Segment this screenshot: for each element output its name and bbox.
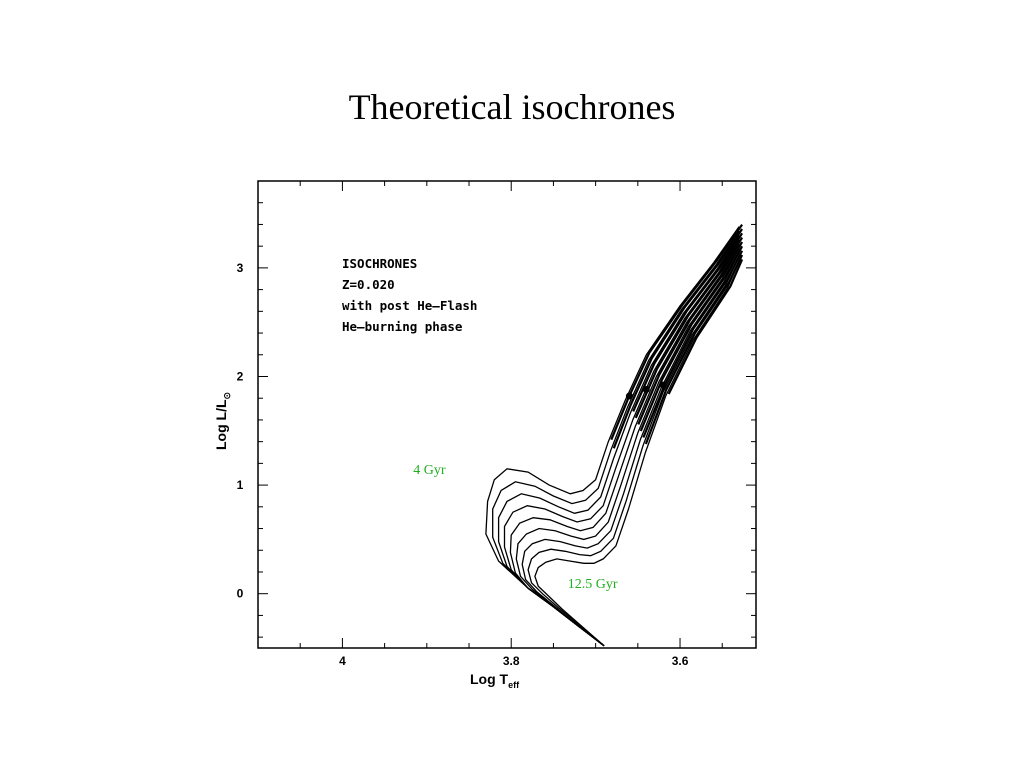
axis-ticks: 4 3.8 3.6 0 1 2 3	[237, 181, 756, 668]
isochrone-line-6	[521, 252, 740, 647]
y-tick-label: 1	[237, 478, 244, 492]
giant-branch-band-4	[637, 241, 744, 425]
isochrone-line-5	[515, 247, 740, 647]
annotation-line: Z=0.020	[342, 277, 395, 292]
giant-branch-band-8	[667, 258, 744, 395]
y-axis-label: Log L/L⊙	[213, 392, 232, 450]
y-tick-label: 3	[237, 261, 244, 275]
red-clump-layer	[625, 381, 667, 400]
slide-title: Theoretical isochrones	[348, 87, 676, 127]
x-axis-label: Log Teff	[470, 671, 520, 690]
x-axis-label-sub: eff	[508, 680, 520, 690]
age-label: 4 Gyr	[413, 463, 446, 478]
giant-branch-band-7	[644, 254, 744, 445]
annotation-line: ISOCHRONES	[342, 256, 417, 271]
x-axis-label-main: Log T	[470, 671, 509, 687]
annotation-line: with post He—Flash	[342, 298, 477, 313]
series-layer	[485, 223, 744, 647]
giant-branch-band-5	[639, 245, 744, 432]
age-label: 12.5 Gyr	[568, 577, 618, 592]
red-clump-point	[642, 386, 650, 394]
annotation-block: ISOCHRONES Z=0.020 with post He—Flash He…	[342, 256, 477, 334]
y-axis-label-sub: ⊙	[222, 392, 232, 400]
svg-text:Log Teff: Log Teff	[470, 671, 520, 690]
y-tick-label: 0	[237, 587, 244, 601]
giant-branch-band-2	[632, 232, 744, 412]
y-axis-label-main: Log L/L	[213, 399, 229, 450]
plot-frame	[257, 180, 757, 649]
red-clump-point	[625, 392, 633, 400]
svg-text:Log L/L⊙: Log L/L⊙	[213, 392, 232, 450]
isochrone-line-7	[527, 256, 740, 647]
isochrone-line-4	[509, 243, 740, 647]
giant-branch-band-1	[612, 228, 744, 449]
giant-branch-band-0	[610, 223, 743, 441]
isochrone-line-8	[534, 261, 740, 647]
giant-branch-band-3	[634, 237, 744, 419]
x-tick-label: 3.8	[503, 654, 520, 668]
red-clump-point	[659, 381, 667, 389]
x-tick-label: 3.6	[672, 654, 689, 668]
giant-branch-band-6	[642, 250, 744, 438]
y-tick-label: 2	[237, 369, 244, 383]
x-tick-label: 4	[339, 654, 346, 668]
annotation-line: He—burning phase	[342, 319, 463, 334]
